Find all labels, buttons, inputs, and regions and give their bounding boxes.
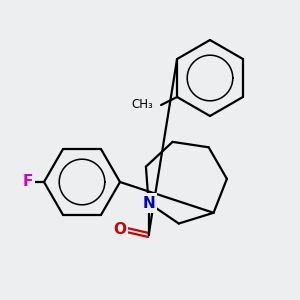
Text: O: O [113,223,126,238]
Text: CH₃: CH₃ [131,98,153,112]
Text: F: F [23,175,33,190]
Text: N: N [142,196,155,211]
